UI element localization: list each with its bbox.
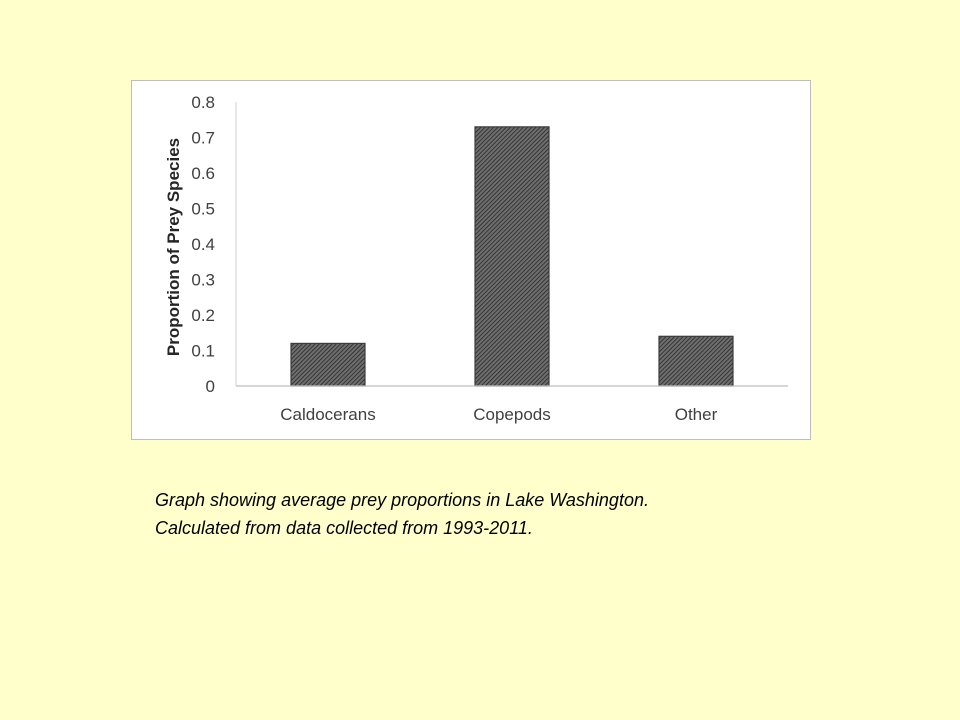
y-tick-label: 0.6 <box>191 164 215 183</box>
y-tick-label: 0.8 <box>191 93 215 112</box>
y-tick-label: 0.3 <box>191 271 215 290</box>
y-tick-label: 0 <box>206 377 215 396</box>
bar-other <box>658 335 734 387</box>
x-category-label: Copepods <box>473 405 551 424</box>
caption-line-2: Calculated from data collected from 1993… <box>155 518 533 538</box>
x-category-label: Caldocerans <box>280 405 375 424</box>
caption: Graph showing average prey proportions i… <box>155 486 855 542</box>
bar-chart: 0 0.1 0.2 0.3 0.4 0.5 0.6 0.7 0.8 Proportion of P… <box>164 93 788 424</box>
bar-copepods <box>474 126 550 387</box>
y-tick-label: 0.4 <box>191 235 215 254</box>
y-tick-label: 0.5 <box>191 200 215 219</box>
chart-frame: 0 0.1 0.2 0.3 0.4 0.5 0.6 0.7 0.8 Proportion of P… <box>131 80 811 440</box>
caption-line-1: Graph showing average prey proportions i… <box>155 490 649 510</box>
x-category-label: Other <box>675 405 718 424</box>
y-tick-label: 0.1 <box>191 342 215 361</box>
bar-caldocerans <box>290 342 366 387</box>
y-tick-label: 0.7 <box>191 129 215 148</box>
y-tick-label: 0.2 <box>191 306 215 325</box>
plot-area: 0 0.1 0.2 0.3 0.4 0.5 0.6 0.7 0.8 Proportion of P… <box>164 93 788 424</box>
y-axis-title: Proportion of Prey Species <box>164 138 183 356</box>
